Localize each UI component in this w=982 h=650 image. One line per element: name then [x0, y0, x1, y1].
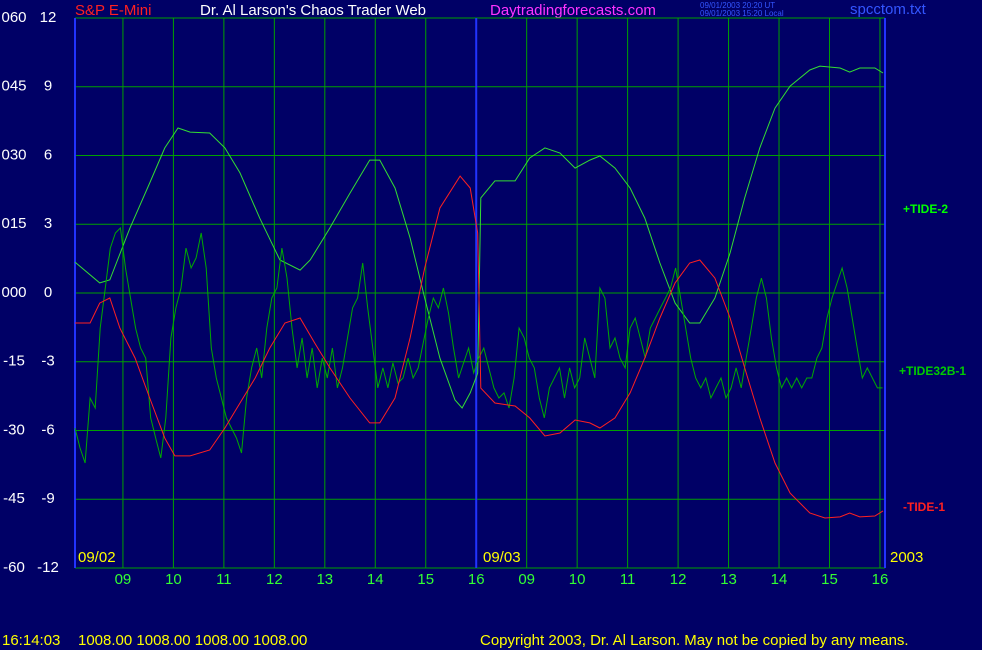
x-tick-label: 12: [266, 571, 283, 588]
x-tick-label: 15: [821, 571, 838, 588]
x-tick-label: 10: [569, 571, 586, 588]
date-label: 09/02: [78, 549, 116, 566]
x-tick-label: 09: [518, 571, 535, 588]
chart-subtitle: S&P E-Mini: [75, 2, 151, 19]
y2-tick-label: -30: [3, 421, 25, 438]
y-tick-label: -9: [41, 490, 54, 507]
x-tick-label: 09: [115, 571, 132, 588]
x-tick-label: 12: [670, 571, 687, 588]
timestamp: 09/01/2003 20:20 UT: [700, 1, 775, 10]
y2-tick-label: 015: [1, 215, 26, 232]
x-tick-label: 13: [720, 571, 737, 588]
y-tick-label: 12: [40, 9, 57, 26]
x-tick-label: 13: [316, 571, 333, 588]
copyright: Copyright 2003, Dr. Al Larson. May not b…: [480, 632, 909, 649]
y-tick-label: 3: [44, 215, 52, 232]
legend-label: -TIDE-1: [903, 500, 945, 514]
y2-tick-label: 030: [1, 146, 26, 163]
y-tick-label: 9: [44, 78, 52, 95]
x-tick-label: 11: [216, 571, 232, 588]
x-tick-label: 14: [367, 571, 384, 588]
y2-tick-label: -60: [3, 559, 25, 576]
x-tick-label: 14: [771, 571, 788, 588]
file-name: spcctom.txt: [850, 1, 927, 18]
x-tick-label: 11: [620, 571, 636, 588]
y-tick-label: -3: [41, 353, 54, 370]
series-line: [75, 175, 884, 519]
y2-tick-label: 060: [1, 9, 26, 26]
x-tick-label: 10: [165, 571, 182, 588]
timestamp: 09/01/2003 15:20 Local: [700, 9, 784, 18]
x-tick-label: 16: [872, 571, 889, 588]
series-line: [74, 65, 884, 409]
series-line: [74, 226, 883, 464]
y-tick-label: -12: [37, 559, 59, 576]
date-label: 09/03: [483, 549, 521, 566]
x-tick-label: 16: [468, 571, 485, 588]
chart-title: Dr. Al Larson's Chaos Trader Web: [200, 2, 426, 19]
status-prices: 1008.00 1008.00 1008.00 1008.00: [78, 632, 307, 649]
legend-label: +TIDE32B-1: [899, 364, 966, 378]
y2-tick-label: -45: [3, 490, 25, 507]
y-tick-label: -6: [41, 421, 54, 438]
y2-tick-label: 045: [1, 78, 26, 95]
y2-tick-label: -15: [3, 353, 25, 370]
y2-tick-label: 000: [1, 284, 26, 301]
legend-label: +TIDE-2: [903, 202, 948, 216]
y-tick-label: 0: [44, 284, 52, 301]
site: Daytradingforecasts.com: [490, 2, 656, 19]
date-label: 2003: [890, 549, 923, 566]
status-time: 16:14:03: [2, 632, 60, 649]
x-tick-label: 15: [417, 571, 434, 588]
y-tick-label: 6: [44, 146, 52, 163]
